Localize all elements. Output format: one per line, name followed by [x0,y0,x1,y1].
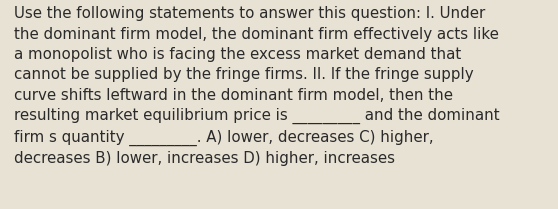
Text: Use the following statements to answer this question: I. Under
the dominant firm: Use the following statements to answer t… [14,6,499,167]
